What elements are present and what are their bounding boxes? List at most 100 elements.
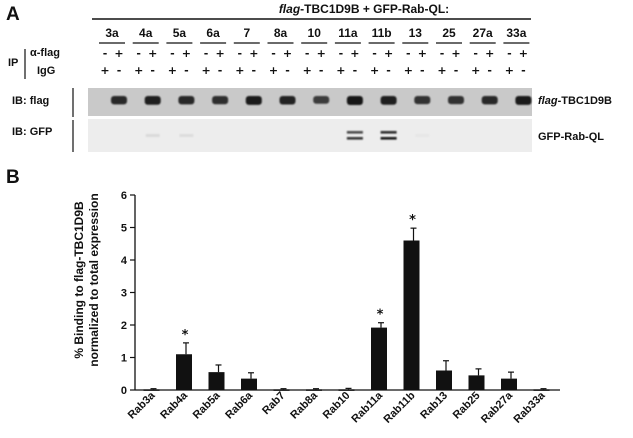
igg-sign: - (117, 64, 122, 77)
y-tick-label: 4 (121, 255, 128, 267)
flag-band-5a (178, 96, 195, 105)
igg-sign: + (269, 64, 278, 77)
x-ticks: Rab3a Rab4a Rab5a Rab6a Rab7 Rab8a Rab10Rab11a… (126, 389, 548, 426)
sign-rows: -++--++--++--++--++--++--++--++--++--++-… (100, 47, 528, 77)
panel-b-letter: B (6, 167, 20, 188)
igg-sign: - (353, 64, 358, 77)
flag-band-italic: flag (538, 95, 558, 107)
igg-sign: + (370, 64, 379, 77)
igg-sign: - (386, 64, 391, 77)
x-tick-label-Rab7: Rab7 (260, 390, 288, 418)
igg-sign: - (420, 64, 425, 77)
lane-label-4a: 4a (139, 26, 153, 40)
flag-band-8a (279, 96, 296, 105)
alpha-flag-sign: + (384, 47, 393, 60)
ib-gfp-label: IB: GFP (12, 126, 52, 138)
igg-sign: + (201, 64, 210, 77)
igg-sign: - (454, 64, 459, 77)
bar-Rab25 (468, 375, 485, 390)
alpha-flag-sign: + (350, 47, 359, 60)
gfp-bands (145, 131, 430, 140)
x-tick-label-Rab4a: Rab4a (158, 389, 190, 421)
x-tick-label-Rab6a: Rab6a (223, 389, 255, 421)
igg-sign: - (319, 64, 324, 77)
x-tick-label-Rab11b: Rab11b (381, 389, 417, 425)
y-tick-label: 1 (121, 353, 127, 365)
igg-sign: + (404, 64, 413, 77)
flag-band-11b (380, 96, 397, 105)
igg-sign: + (235, 64, 244, 77)
x-tick-label-Rab11a: Rab11a (349, 389, 385, 425)
alpha-flag-sign: - (238, 47, 243, 60)
igg-sign: + (100, 64, 109, 77)
lane-labels: 3a 4a 5a 6a 7 8a 10 11a 11b 13 25 27a 33a (99, 26, 530, 44)
alpha-flag-sign: + (519, 47, 528, 60)
header-flag-italic: flag (279, 2, 301, 16)
igg-sign: - (521, 64, 526, 77)
bar-Rab27a (501, 378, 517, 390)
lane-label-33a: 33a (506, 26, 526, 40)
flag-band-11a (346, 96, 363, 105)
flag-band-3a (111, 96, 127, 105)
alpha-flag-sign: - (406, 47, 411, 60)
x-tick-label-Rab25: Rab25 (451, 390, 483, 422)
gfp-band-lower-11a (346, 137, 363, 140)
bars: * * * (143, 213, 550, 391)
alpha-flag-sign: + (249, 47, 258, 60)
alpha-flag-sign: - (305, 47, 310, 60)
alpha-flag-sign: - (339, 47, 344, 60)
lane-label-3a: 3a (105, 26, 119, 40)
igg-sign: + (134, 64, 143, 77)
lane-label-6a: 6a (206, 26, 220, 40)
bar-Rab11b (403, 240, 420, 390)
alpha-flag-sign: + (418, 47, 427, 60)
flag-band-4a (144, 96, 161, 105)
alpha-flag-sign: + (114, 47, 123, 60)
lane-label-7: 7 (243, 26, 250, 40)
y-ticks: 0 1 2 3 4 5 6 (121, 190, 135, 397)
bar-Rab6a (241, 378, 257, 390)
alpha-flag-sign: - (507, 47, 512, 60)
bar-Rab4a (176, 354, 192, 390)
lane-label-11a: 11a (338, 26, 358, 40)
flag-band-7 (245, 96, 262, 105)
y-tick-label: 5 (121, 223, 127, 235)
x-tick-label-Rab8a: Rab8a (288, 389, 320, 421)
blot-gfp-background (88, 119, 532, 152)
y-tick-label: 0 (121, 385, 127, 397)
flag-bands (111, 96, 532, 105)
igg-sign: - (487, 64, 492, 77)
igg-sign: - (218, 64, 223, 77)
igg-sign: + (303, 64, 312, 77)
y-tick-label: 6 (121, 190, 127, 202)
lane-label-27a: 27a (473, 26, 493, 40)
igg-sign: + (437, 64, 446, 77)
y-axis-title-line2: normalized to total expression (87, 193, 101, 366)
panel-a-letter: A (6, 4, 20, 25)
x-tick-label-Rab27a: Rab27a (479, 389, 516, 426)
y-axis-title-line1: % Binding to flag-TBC1D9B (72, 201, 86, 359)
alpha-flag-sign: - (204, 47, 209, 60)
x-tick-label-Rab5a: Rab5a (191, 389, 223, 421)
lane-label-25: 25 (442, 26, 456, 40)
x-tick-label-Rab13: Rab13 (418, 390, 450, 422)
gfp-band-upper-11a (346, 131, 363, 134)
alpha-flag-sign: - (372, 47, 377, 60)
bar-Rab11a (371, 327, 387, 390)
igg-sign: + (336, 64, 345, 77)
bar-Rab3a (143, 389, 160, 391)
alpha-flag-sign: + (451, 47, 460, 60)
y-tick-label: 3 (121, 288, 127, 300)
lane-label-11b: 11b (372, 26, 392, 40)
lane-label-13: 13 (409, 26, 423, 40)
alpha-flag-sign: + (485, 47, 494, 60)
flag-band-25 (448, 96, 464, 105)
igg-sign: + (471, 64, 480, 77)
gfp-band-13 (415, 134, 430, 137)
bar-Rab13 (436, 370, 452, 390)
alpha-flag-sign: + (283, 47, 292, 60)
igg-label: IgG (37, 65, 55, 77)
bar-Rab7 (273, 389, 290, 391)
alpha-flag-label: α-flag (30, 47, 60, 59)
